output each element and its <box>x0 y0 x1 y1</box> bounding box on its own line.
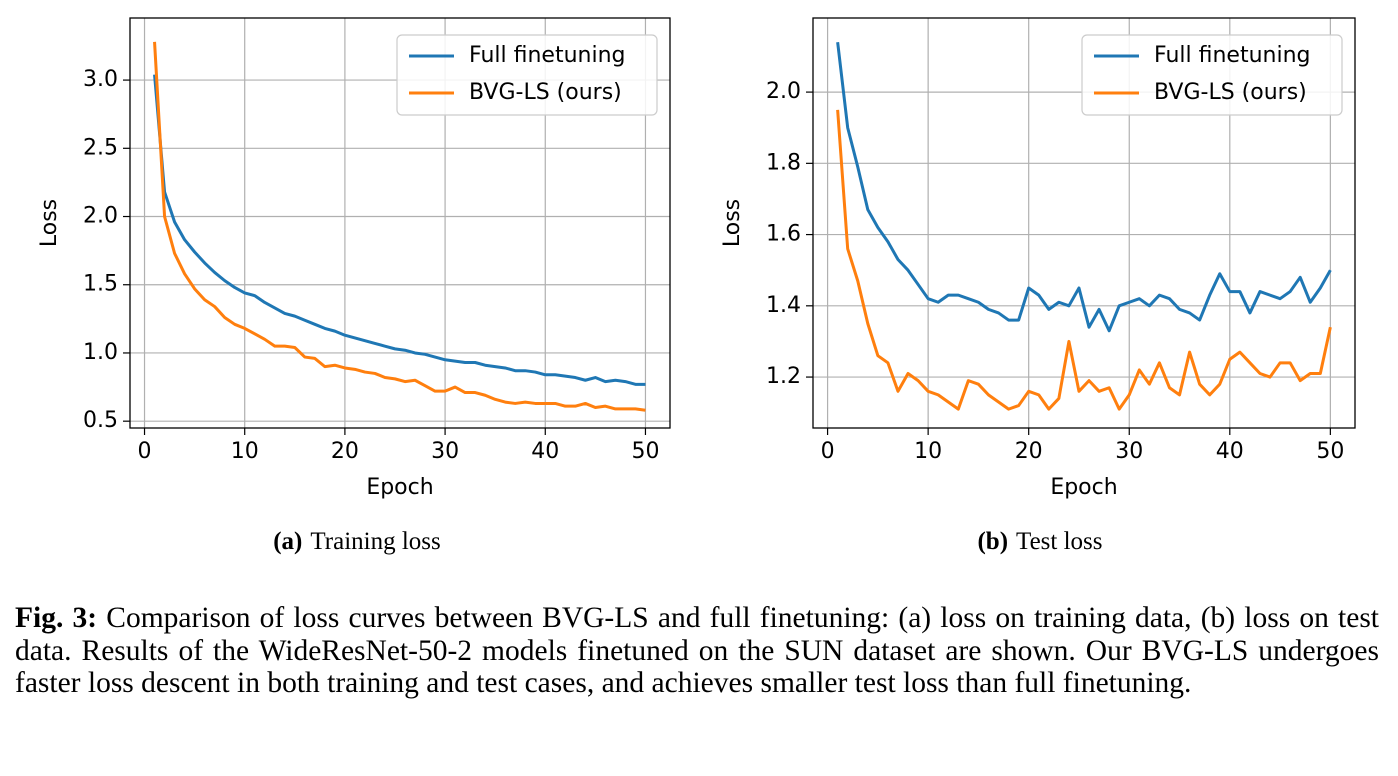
y-tick-label: 1.2 <box>766 364 801 389</box>
legend-label: BVG-LS (ours) <box>469 80 622 105</box>
x-axis-label: Epoch <box>366 475 433 500</box>
subcaption: (b) Test loss <box>770 528 1310 556</box>
x-tick-label: 50 <box>631 439 659 464</box>
x-tick-label: 40 <box>1216 439 1244 464</box>
y-tick-label: 1.5 <box>83 272 118 297</box>
y-tick-label: 2.0 <box>83 204 118 229</box>
subcaption-text: Test loss <box>1016 528 1103 555</box>
legend-label: Full finetuning <box>1154 43 1310 68</box>
line-series <box>153 41 646 412</box>
y-tick-label: 1.0 <box>83 340 118 365</box>
y-tick-label: 2.5 <box>83 135 118 160</box>
figure: 0 10 20 30 40 50 0.5 1.0 1.5 2.0 2.5 3.0 Epoch Loss Fu… <box>37 17 1356 500</box>
x-tick-label: 30 <box>431 439 459 464</box>
caption-label: Fig. 3: <box>15 602 98 634</box>
subcaption-label: (a) <box>273 528 303 555</box>
y-tick-label: 2.0 <box>766 79 801 104</box>
x-tick-label: 10 <box>914 439 942 464</box>
y-tick-label: 1.6 <box>766 222 801 247</box>
x-tick-label: 0 <box>821 439 835 464</box>
legend-label: Full finetuning <box>469 43 625 68</box>
line-series <box>836 109 1332 411</box>
legend-box <box>396 34 658 116</box>
caption-text: Comparison of loss curves between BVG-LS… <box>15 602 1379 700</box>
line-series <box>153 74 646 386</box>
legend-box <box>1081 34 1343 116</box>
subcaption: (a) Training loss <box>87 528 627 556</box>
axes-frame <box>812 17 1356 429</box>
y-tick-label: 3.0 <box>83 67 118 92</box>
x-axis-label: Epoch <box>1050 475 1117 500</box>
x-tick-label: 20 <box>1015 439 1043 464</box>
x-tick-label: 30 <box>1115 439 1143 464</box>
x-tick-label: 50 <box>1316 439 1344 464</box>
line-series <box>836 42 1332 333</box>
subcaption-text: Training loss <box>310 528 441 555</box>
x-tick-label: 10 <box>231 439 259 464</box>
subcaption-label: (b) <box>977 528 1009 555</box>
x-tick-label: 20 <box>331 439 359 464</box>
y-tick-label: 0.5 <box>83 408 118 433</box>
y-axis-label: Loss <box>720 199 745 247</box>
axes-frame <box>129 17 671 429</box>
legend-label: BVG-LS (ours) <box>1154 80 1307 105</box>
x-tick-label: 0 <box>138 439 152 464</box>
y-tick-label: 1.8 <box>766 150 801 175</box>
caption: Fig. 3: Comparison of loss curves betwee… <box>15 602 1379 700</box>
y-tick-label: 1.4 <box>766 293 801 318</box>
y-axis-label: Loss <box>37 199 62 247</box>
x-tick-label: 40 <box>531 439 559 464</box>
